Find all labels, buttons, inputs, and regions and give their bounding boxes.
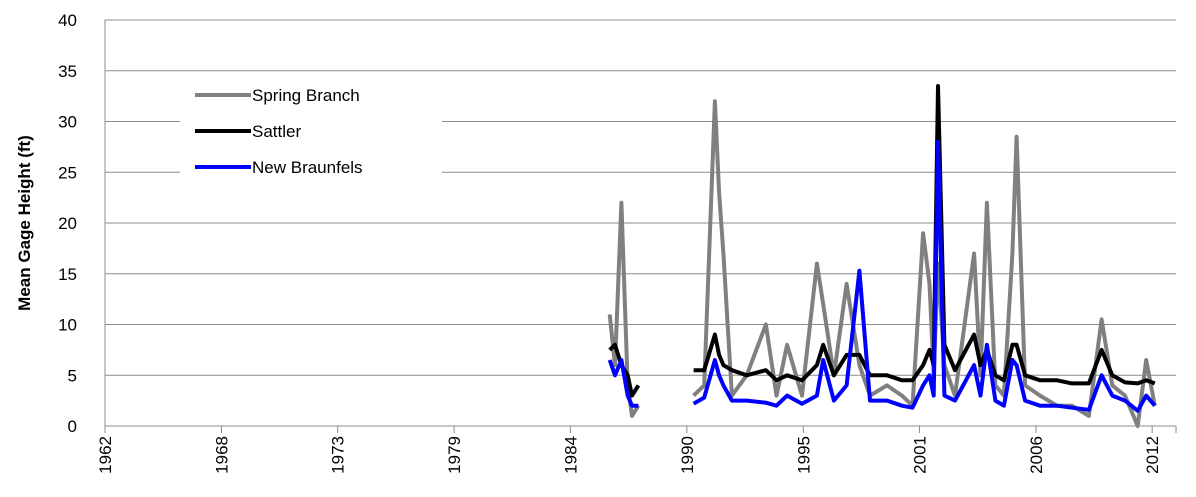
x-tick-label: 1984 (561, 436, 580, 474)
legend-label: Sattler (252, 122, 301, 141)
x-tick-label: 1995 (794, 436, 813, 474)
x-tick-label: 2006 (1027, 436, 1046, 474)
y-tick-label: 0 (68, 417, 77, 436)
y-tick-label: 25 (58, 163, 77, 182)
y-tick-label: 20 (58, 214, 77, 233)
legend-label: Spring Branch (252, 86, 360, 105)
x-tick-label: 1968 (212, 436, 231, 474)
x-tick-label: 1990 (678, 436, 697, 474)
x-tick-label: 2012 (1143, 436, 1162, 474)
y-tick-label: 5 (68, 366, 77, 385)
y-tick-label: 10 (58, 316, 77, 335)
y-axis-label: Mean Gage Height (ft) (15, 135, 34, 311)
series-line (608, 84, 1156, 398)
x-tick-label: 1973 (329, 436, 348, 474)
x-tick-label: 1962 (96, 436, 115, 474)
legend: Spring Branch Sattler New Braunfels (180, 78, 442, 190)
y-tick-label: 15 (58, 265, 77, 284)
x-tick-label: 2001 (911, 436, 930, 474)
y-tick-label: 40 (58, 11, 77, 30)
legend-label: New Braunfels (252, 158, 363, 177)
y-tick-label: 35 (58, 62, 77, 81)
series-line (607, 139, 1157, 413)
y-tick-label: 30 (58, 113, 77, 132)
x-tick-label: 1979 (445, 436, 464, 474)
